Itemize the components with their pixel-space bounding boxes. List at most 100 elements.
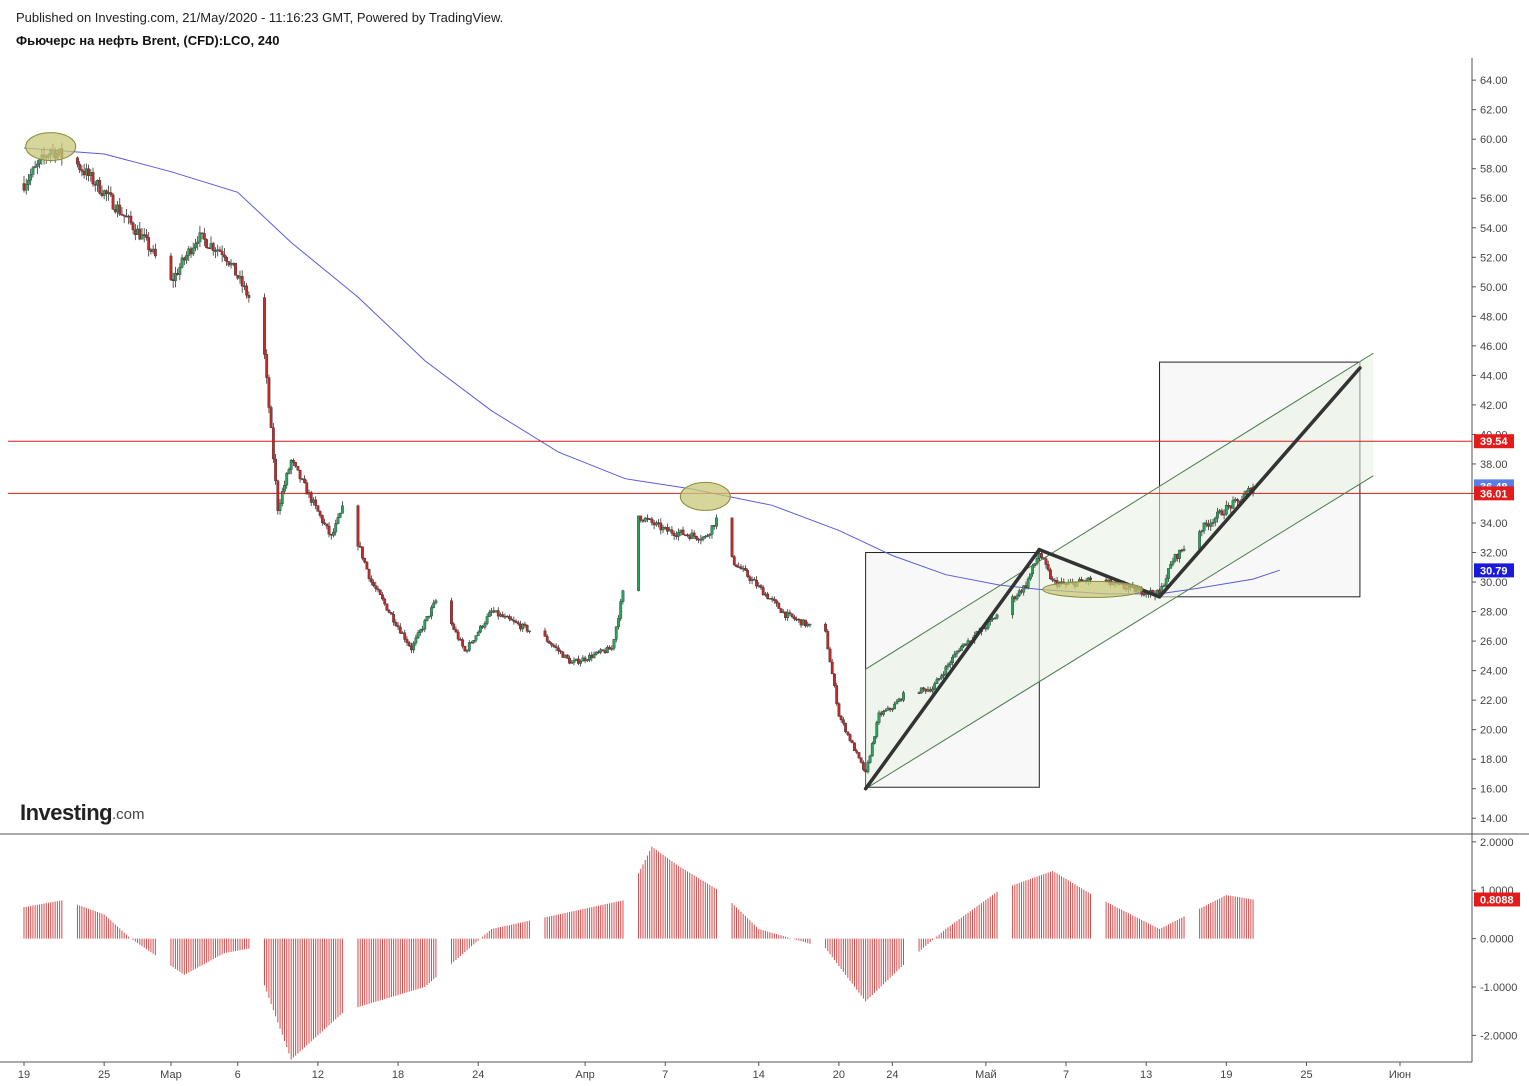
candle-body <box>523 623 527 626</box>
candle-body <box>752 579 756 581</box>
candle <box>423 618 427 633</box>
candle-body <box>579 661 583 664</box>
candle-body <box>111 194 115 210</box>
candle <box>746 568 750 578</box>
candle <box>837 701 841 718</box>
time-tick-label: 18 <box>392 1069 404 1081</box>
candle <box>396 622 400 631</box>
candle-body <box>870 743 874 757</box>
candle-body <box>1089 577 1092 581</box>
candle-body <box>1028 573 1032 580</box>
candle-body <box>826 631 830 650</box>
candle <box>456 629 460 642</box>
candle-body <box>677 532 681 537</box>
candle-body <box>205 239 208 249</box>
candle-body <box>1231 500 1235 509</box>
candle <box>185 251 188 264</box>
candle-body <box>777 602 781 609</box>
time-tick-label: 7 <box>1063 1069 1069 1081</box>
candle-body <box>174 272 177 282</box>
highlight-ellipse-2 <box>679 481 731 511</box>
candle-body <box>220 251 224 256</box>
candle-body <box>407 642 411 647</box>
candle-body <box>365 561 369 570</box>
candle <box>369 575 373 586</box>
candle <box>650 516 654 526</box>
candle <box>1028 573 1032 581</box>
candle <box>548 640 551 644</box>
candle <box>556 644 560 655</box>
candle <box>984 626 988 632</box>
candle <box>1222 509 1226 520</box>
candle-body <box>830 661 834 675</box>
candle <box>554 643 558 652</box>
highlight-ellipse-1 <box>25 132 77 162</box>
price-tick-label: 42.00 <box>1480 400 1508 412</box>
candle <box>939 673 943 680</box>
candle-body <box>672 533 676 536</box>
price-tick-label: 24.00 <box>1480 666 1508 678</box>
time-tick-label: 13 <box>1140 1069 1152 1081</box>
candle <box>414 634 418 646</box>
candle <box>514 619 518 624</box>
candle-body <box>280 491 284 504</box>
candle <box>568 655 571 665</box>
candle-body <box>646 517 649 520</box>
candle-body <box>951 657 954 663</box>
candle-body <box>338 513 342 518</box>
candle-body <box>1224 504 1228 515</box>
candle <box>766 591 770 600</box>
candle-body <box>147 237 151 251</box>
candle-body <box>385 603 389 611</box>
candle <box>585 658 589 663</box>
candle-body <box>875 722 879 737</box>
candle-body <box>681 529 685 535</box>
candle <box>247 291 251 303</box>
candle-body <box>1051 578 1055 581</box>
candle <box>421 625 424 633</box>
time-tick-label: 7 <box>662 1069 668 1081</box>
trend-line-3 <box>1157 366 1362 599</box>
candle <box>427 615 431 619</box>
candle <box>1198 529 1202 550</box>
candle <box>305 479 309 495</box>
candle <box>1220 508 1224 516</box>
candle-body <box>421 628 424 631</box>
candle-body <box>178 266 182 275</box>
candle <box>850 739 854 744</box>
candle-body <box>361 546 364 559</box>
price-tick-label: 18.00 <box>1480 754 1508 766</box>
price-tick-label: 64.00 <box>1480 75 1508 87</box>
candle <box>516 620 520 626</box>
candle <box>1231 496 1235 510</box>
candle <box>214 247 217 259</box>
oscillator-tick-label: -2.0000 <box>1480 1030 1517 1042</box>
candle-body <box>198 232 202 243</box>
candle <box>692 530 696 540</box>
candle <box>775 599 778 607</box>
candle <box>1051 576 1055 582</box>
candle-body <box>583 657 587 661</box>
candle-body <box>356 505 360 547</box>
candle-body <box>692 532 696 537</box>
candle <box>129 210 133 226</box>
candle-body <box>525 625 529 632</box>
candle <box>659 518 663 535</box>
candle-body <box>463 646 467 652</box>
candle <box>543 627 547 637</box>
candle <box>599 648 603 655</box>
candle <box>561 650 565 658</box>
candle-body <box>521 623 525 630</box>
candle <box>425 615 429 622</box>
candle <box>565 654 569 660</box>
candle-body <box>78 163 82 170</box>
candle <box>294 461 298 468</box>
candle <box>198 225 202 248</box>
candle <box>276 479 280 515</box>
price-tick-label: 50.00 <box>1480 282 1508 294</box>
candle <box>283 480 286 495</box>
candle-body <box>122 214 126 217</box>
candle <box>1180 548 1184 553</box>
